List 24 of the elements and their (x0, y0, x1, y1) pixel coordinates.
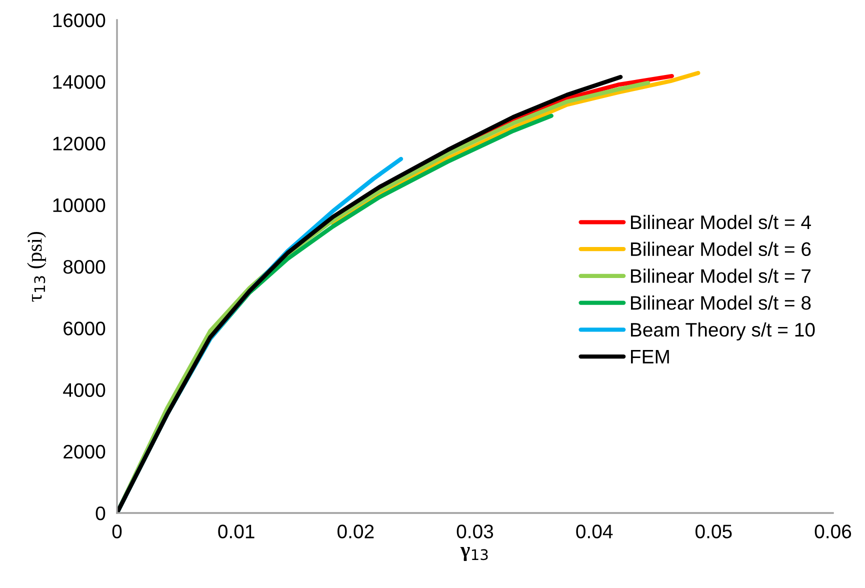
legend-label: Bilinear Model s/t = 7 (631, 268, 811, 283)
x-tick-label: 0.02 (338, 524, 374, 538)
x-tick-label: 0.04 (576, 524, 613, 538)
legend-label: Bilinear Model s/t = 4 (631, 214, 811, 230)
x-tick-label: 0.06 (814, 524, 852, 538)
x-tick-label: 0.05 (696, 524, 732, 538)
legend-label: FEM (631, 350, 669, 364)
y-tick-label: 8000 (63, 260, 106, 274)
y-tick-label: 12000 (53, 136, 106, 150)
x-axis-title: γ$_{13}$ (460, 546, 488, 561)
y-tick-label: 16000 (53, 13, 106, 28)
y-tick-label: 0 (96, 506, 106, 520)
legend-label: Bilinear Model s/t = 6 (631, 242, 811, 256)
y-axis-title: τ$_{13}$ (psi) (27, 232, 46, 302)
y-tick-label: 4000 (63, 383, 106, 397)
x-tick-label: 0 (112, 524, 122, 538)
y-tick-label: 14000 (53, 75, 106, 89)
legend-label: Beam Theory s/t = 10 (631, 322, 815, 341)
x-tick-label: 0.03 (456, 524, 494, 538)
y-tick-label: 2000 (64, 444, 106, 459)
y-tick-label: 10000 (53, 198, 106, 212)
y-tick-label: 6000 (64, 322, 106, 336)
legend-label: Bilinear Model s/t = 8 (631, 296, 811, 310)
x-tick-label: 0.01 (218, 524, 254, 538)
